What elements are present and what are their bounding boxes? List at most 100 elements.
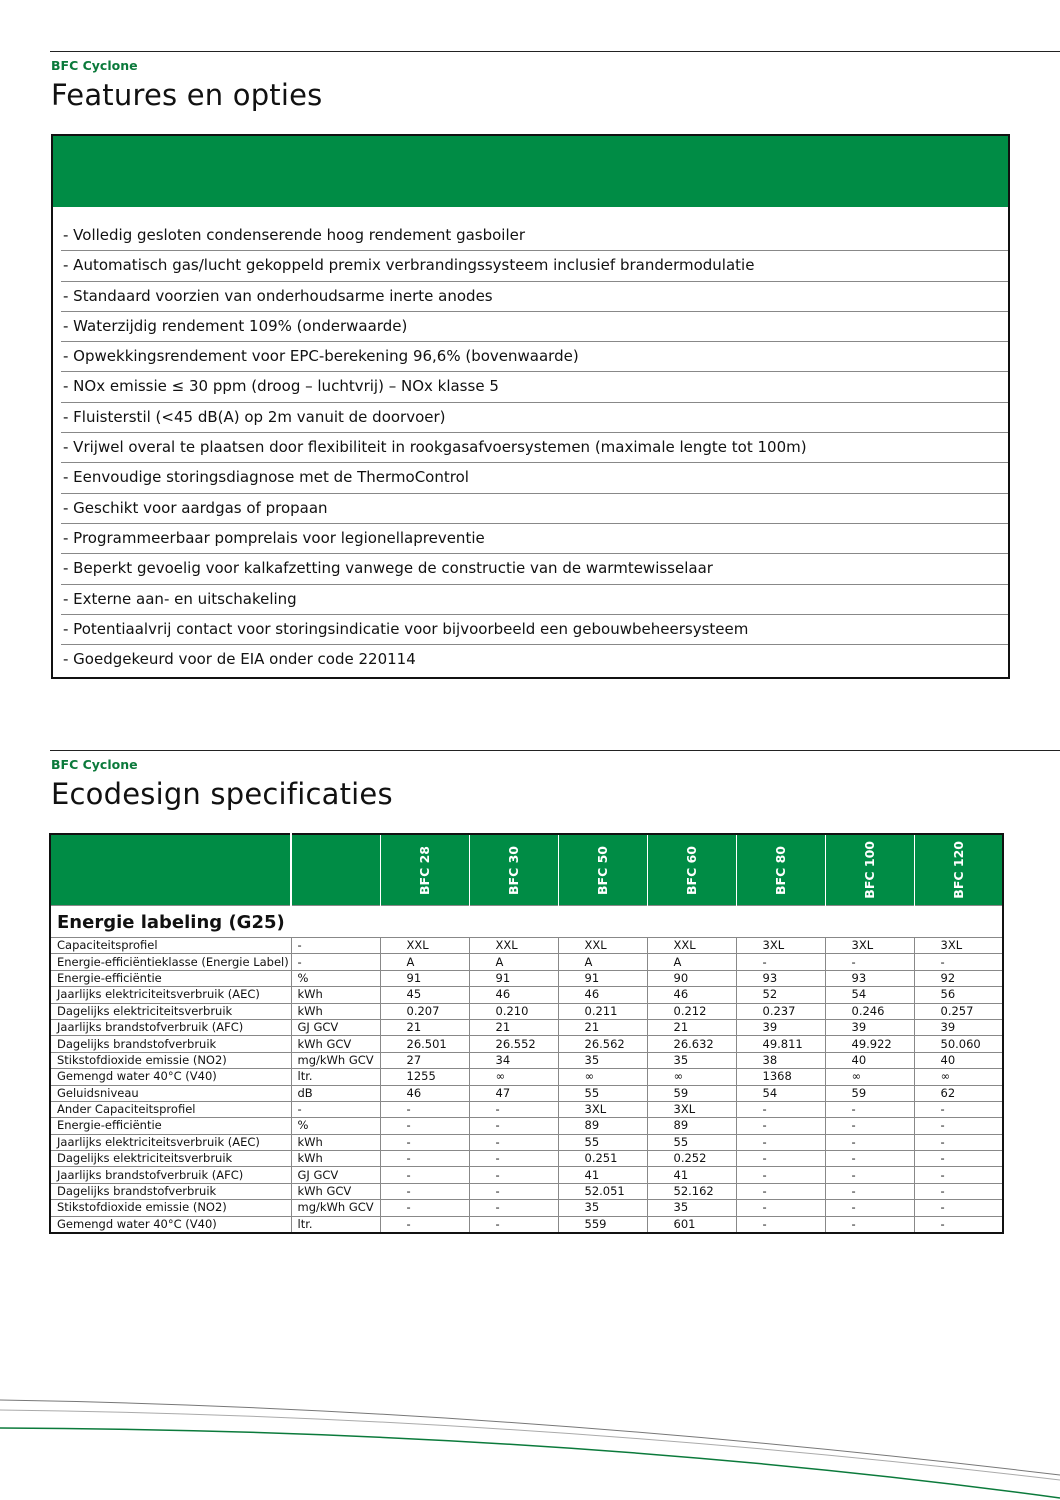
cell-value: -	[379, 1100, 470, 1119]
cell-value: 38	[735, 1051, 826, 1070]
table-row: Gemengd water 40°C (V40) ltr. - -559 601- - -	[49, 1215, 1004, 1234]
cell-value: 40	[913, 1051, 1004, 1070]
cell-value: 0.207	[379, 1002, 470, 1020]
cell-value: 59	[646, 1084, 737, 1102]
table-row: Stikstofdioxide emissie (NO2) mg/kWh GCV 2…	[49, 1051, 1004, 1070]
cell-value: 40	[824, 1051, 915, 1070]
cell-value: -	[913, 1166, 1004, 1184]
row-label: Gemengd water 40°C (V40)	[49, 1068, 292, 1086]
cell-value: -	[913, 1133, 1004, 1152]
cell-value: 59	[824, 1084, 915, 1102]
cell-value: 21	[557, 1018, 648, 1037]
brand-label: BFC Cyclone	[51, 757, 138, 772]
row-label: Jaarlijks elektriciteitsverbruik (AEC)	[49, 1133, 292, 1152]
feature-item: - Beperkt gevoelig voor kalkafzetting va…	[61, 554, 1008, 585]
cell-value: 34	[468, 1051, 559, 1070]
cell-value: 26.562	[557, 1035, 648, 1053]
table-row: Energie-efficiëntieklasse (Energie Label…	[49, 953, 1004, 971]
model-name: BFC 80	[773, 845, 788, 895]
cell-value: -	[913, 1199, 1004, 1217]
row-label: Dagelijks brandstofverbruik	[49, 1035, 292, 1053]
row-unit: dB	[290, 1084, 381, 1102]
feature-item: - NOx emissie ≤ 30 ppm (droog – luchtvri…	[61, 372, 1008, 403]
model-header: BFC 28	[379, 833, 470, 906]
cell-value: -	[468, 1133, 559, 1152]
cell-value: 55	[557, 1133, 648, 1152]
cell-value: -	[824, 1100, 915, 1119]
model-header: BFC 50	[557, 833, 648, 906]
cell-value: 92	[913, 969, 1004, 988]
cell-value: 49.922	[824, 1035, 915, 1053]
row-unit: GJ GCV	[290, 1166, 381, 1184]
features-list: - Volledig gesloten condenserende hoog r…	[53, 221, 1008, 674]
feature-item: - Automatisch gas/lucht gekoppeld premix…	[61, 251, 1008, 282]
cell-value: 26.552	[468, 1035, 559, 1053]
cell-value: 21	[646, 1018, 737, 1037]
cell-value: 3XL	[735, 936, 826, 955]
row-label: Stikstofdioxide emissie (NO2)	[49, 1051, 292, 1070]
cell-value: -	[379, 1215, 470, 1234]
cell-value: 93	[735, 969, 826, 988]
cell-value: -	[735, 1199, 826, 1217]
row-unit: kWh	[290, 1150, 381, 1168]
row-label: Energie-efficiëntie	[49, 1117, 292, 1135]
cell-value: 0.210	[468, 1002, 559, 1020]
table-row: Ander Capaciteitsprofiel - - -3XL 3XL - - -	[49, 1100, 1004, 1119]
cell-value: 93	[824, 969, 915, 988]
feature-item: - Potentiaalvrij contact voor storingsin…	[61, 615, 1008, 646]
cell-value: 3XL	[824, 936, 915, 955]
cell-value: 46	[379, 1084, 470, 1102]
cell-value: 47	[468, 1084, 559, 1102]
cell-value: 90	[646, 969, 737, 988]
cell-value: 35	[646, 1051, 737, 1070]
cell-value: -	[913, 1150, 1004, 1168]
cell-value: 46	[557, 986, 648, 1004]
cell-value: -	[824, 1182, 915, 1201]
row-unit: kWh	[290, 1133, 381, 1152]
table-row: Stikstofdioxide emissie (NO2) mg/kWh GCV -…	[49, 1199, 1004, 1217]
table-row: Jaarlijks elektriciteitsverbruik (AEC) kW…	[49, 1133, 1004, 1152]
row-unit: ltr.	[290, 1215, 381, 1234]
cell-value: -	[468, 1182, 559, 1201]
feature-item: - Fluisterstil (<45 dB(A) op 2m vanuit d…	[61, 403, 1008, 434]
model-header: BFC 30	[468, 833, 559, 906]
feature-item: - Opwekkingsrendement voor EPC-berekenin…	[61, 342, 1008, 373]
cell-value: -	[824, 1215, 915, 1234]
table-row: Dagelijks brandstofverbruik kWh GCV - -52.0…	[49, 1182, 1004, 1201]
model-header: BFC 60	[646, 833, 737, 906]
cell-value: -	[735, 1150, 826, 1168]
cell-value: 39	[913, 1018, 1004, 1037]
cell-value: -	[824, 1133, 915, 1152]
cell-value: 52.162	[646, 1182, 737, 1201]
row-unit: %	[290, 1117, 381, 1135]
cell-value: 0.251	[557, 1150, 648, 1168]
row-unit: GJ GCV	[290, 1018, 381, 1037]
cell-value: 0.257	[913, 1002, 1004, 1020]
features-box: - Volledig gesloten condenserende hoog r…	[51, 134, 1010, 679]
cell-value: -	[379, 1117, 470, 1135]
row-label: Jaarlijks elektriciteitsverbruik (AEC)	[49, 986, 292, 1004]
cell-value: 559	[557, 1215, 648, 1234]
model-name: BFC 30	[506, 845, 521, 895]
feature-item: - Goedgekeurd voor de EIA onder code 220…	[63, 650, 416, 669]
feature-item: - Waterzijdig rendement 109% (onderwaard…	[61, 312, 1008, 343]
cell-value: 27	[379, 1051, 470, 1070]
row-label: Geluidsniveau	[49, 1084, 292, 1102]
table-row: Energie-efficiëntie% - -89 89- - -	[49, 1117, 1004, 1135]
row-label: Ander Capaciteitsprofiel	[49, 1100, 292, 1119]
cell-value: 91	[557, 969, 648, 988]
row-unit: %	[290, 969, 381, 988]
cell-value: ∞	[557, 1068, 648, 1086]
decorative-swoosh	[0, 1399, 1060, 1499]
feature-item: - Vrijwel overal te plaatsen door flexib…	[61, 433, 1008, 464]
cell-value: 3XL	[913, 936, 1004, 955]
row-unit: -	[290, 953, 381, 971]
table-row: Energie-efficiëntie% 91 91 91 90 93 93 92	[49, 969, 1004, 988]
cell-value: -	[468, 1199, 559, 1217]
features-title: Features en opties	[51, 78, 323, 112]
table-row: Capaciteitsprofiel - XXL XXL XXL XXL 3XL 3XL 3XL	[49, 936, 1004, 955]
section-divider	[50, 51, 1060, 52]
row-unit: kWh	[290, 986, 381, 1004]
cell-value: -	[824, 1117, 915, 1135]
feature-item: - Volledig gesloten condenserende hoog r…	[61, 221, 1008, 252]
